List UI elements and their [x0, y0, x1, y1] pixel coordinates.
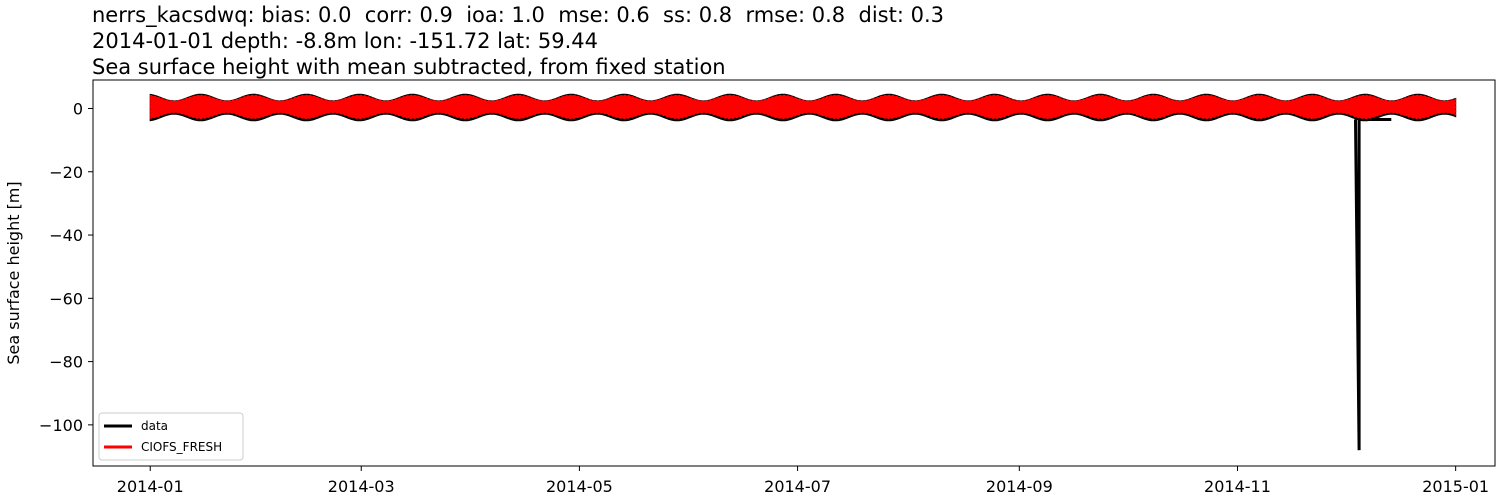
series-data-spike: [1354, 118, 1392, 451]
y-tick-label: −20: [49, 163, 83, 182]
chart-title-line-1: nerrs_kacsdwq: bias: 0.0 corr: 0.9 ioa: …: [92, 3, 945, 27]
x-axis: 2014-01 2014-03 2014-05 2014-07 2014-09 2014-…: [117, 466, 1489, 496]
x-tick-label: 2015-01: [1422, 477, 1489, 496]
y-axis: 0 −20 −40 −60 −80 −100: [39, 99, 93, 435]
y-tick-label: −60: [49, 289, 83, 308]
legend-box: [98, 412, 244, 461]
legend-label: data: [141, 419, 168, 433]
y-tick-label: 0: [73, 99, 83, 118]
y-tick-label: −40: [49, 226, 83, 245]
series-ciofs-fresh-band: [149, 94, 1457, 119]
x-tick-label: 2014-05: [546, 477, 613, 496]
y-axis-label: Sea surface height [m]: [4, 181, 23, 364]
plot-area: [149, 93, 1457, 451]
x-tick-label: 2014-09: [986, 477, 1053, 496]
x-tick-label: 2014-03: [328, 477, 395, 496]
legend: data CIOFS_FRESH: [98, 412, 244, 461]
y-tick-label: −80: [49, 353, 83, 372]
x-tick-label: 2014-11: [1204, 477, 1271, 496]
axes-frame: [92, 79, 1496, 467]
x-tick-label: 2014-01: [117, 477, 184, 496]
chart-title-line-3: Sea surface height with mean subtracted,…: [92, 55, 726, 79]
chart-title-line-2: 2014-01-01 depth: -8.8m lon: -151.72 lat…: [92, 29, 598, 53]
legend-label: CIOFS_FRESH: [141, 440, 222, 454]
x-tick-label: 2014-07: [764, 477, 831, 496]
y-tick-label: −100: [39, 416, 83, 435]
